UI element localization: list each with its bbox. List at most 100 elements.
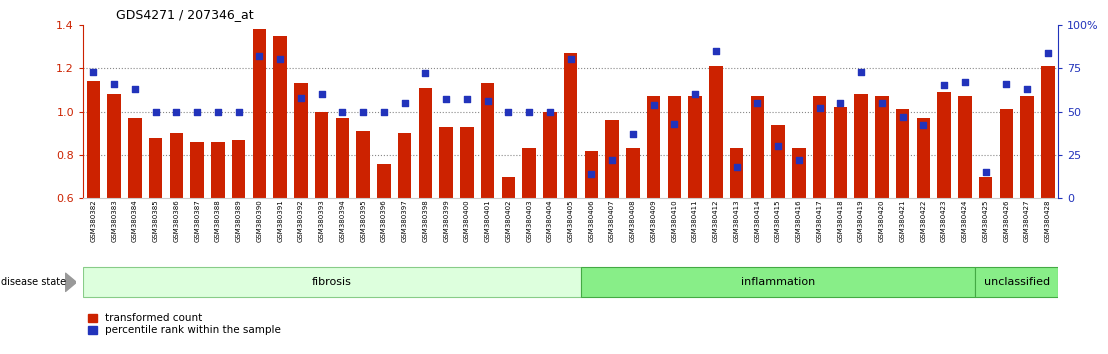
Bar <box>86 81 100 198</box>
Point <box>479 98 496 104</box>
Bar <box>543 112 556 198</box>
Bar <box>771 125 784 198</box>
Point <box>147 109 165 114</box>
Bar <box>315 112 328 198</box>
Point <box>811 105 829 111</box>
Bar <box>1042 66 1055 198</box>
Point <box>790 157 808 163</box>
Point <box>686 91 704 97</box>
Bar <box>253 29 266 198</box>
Bar <box>647 96 660 198</box>
FancyBboxPatch shape <box>581 267 975 297</box>
Point <box>852 69 870 74</box>
Bar <box>522 148 536 198</box>
Bar <box>854 94 868 198</box>
Bar <box>274 36 287 198</box>
Bar <box>750 96 765 198</box>
Text: inflammation: inflammation <box>741 277 815 287</box>
Point <box>997 81 1015 87</box>
Bar <box>212 142 225 198</box>
Bar <box>502 177 515 198</box>
Bar <box>191 142 204 198</box>
Point <box>873 100 891 105</box>
Point <box>894 114 912 120</box>
Bar <box>1020 96 1034 198</box>
Point <box>84 69 102 74</box>
Bar <box>295 83 308 198</box>
Point <box>749 100 767 105</box>
Text: unclassified: unclassified <box>984 277 1049 287</box>
Bar <box>357 131 370 198</box>
Bar <box>792 148 806 198</box>
Point <box>521 109 538 114</box>
Legend: transformed count, percentile rank within the sample: transformed count, percentile rank withi… <box>89 313 280 335</box>
Point <box>417 70 434 76</box>
Point <box>126 86 144 92</box>
Bar <box>916 118 930 198</box>
Text: disease state: disease state <box>1 277 66 287</box>
Bar <box>605 120 619 198</box>
Bar <box>129 118 142 198</box>
Bar <box>460 127 473 198</box>
Point <box>167 109 185 114</box>
Point <box>229 109 247 114</box>
Point <box>914 122 932 128</box>
Bar <box>958 96 972 198</box>
Point <box>1039 50 1057 55</box>
Point <box>396 100 413 105</box>
Bar <box>937 92 951 198</box>
Bar <box>419 88 432 198</box>
Point <box>209 109 227 114</box>
Point <box>375 109 392 114</box>
Bar <box>833 107 847 198</box>
Bar <box>978 177 993 198</box>
Bar <box>440 127 453 198</box>
FancyBboxPatch shape <box>975 267 1058 297</box>
Point <box>500 109 517 114</box>
Point <box>666 121 684 126</box>
Point <box>541 109 558 114</box>
Bar <box>481 83 494 198</box>
Point <box>105 81 123 87</box>
FancyBboxPatch shape <box>83 267 581 297</box>
Point <box>188 109 206 114</box>
Point <box>312 91 330 97</box>
Bar <box>626 148 639 198</box>
Point <box>355 109 372 114</box>
Bar <box>730 148 743 198</box>
Point <box>334 109 351 114</box>
Point <box>831 100 849 105</box>
Bar <box>813 96 827 198</box>
Bar <box>398 133 411 198</box>
Bar <box>107 94 121 198</box>
Point <box>624 131 642 137</box>
Point <box>583 171 601 177</box>
Bar <box>377 164 391 198</box>
Point <box>728 164 746 170</box>
Bar <box>336 118 349 198</box>
Bar <box>564 53 577 198</box>
Point <box>293 95 310 101</box>
Bar <box>668 96 681 198</box>
Point <box>458 97 475 102</box>
Point <box>438 97 455 102</box>
Bar <box>585 150 598 198</box>
Point <box>956 79 974 85</box>
Bar <box>895 109 910 198</box>
Bar <box>232 140 246 198</box>
Bar <box>709 66 722 198</box>
Point <box>1018 86 1036 92</box>
Point <box>250 53 268 59</box>
Point <box>976 170 994 175</box>
Bar <box>170 133 183 198</box>
Point <box>769 143 787 149</box>
Point <box>645 102 663 107</box>
Bar <box>875 96 889 198</box>
Point <box>562 57 579 62</box>
Bar <box>999 109 1013 198</box>
Point <box>707 48 725 54</box>
Point <box>603 157 620 163</box>
Text: fibrosis: fibrosis <box>312 277 352 287</box>
Text: GDS4271 / 207346_at: GDS4271 / 207346_at <box>116 8 254 21</box>
Point <box>935 82 953 88</box>
